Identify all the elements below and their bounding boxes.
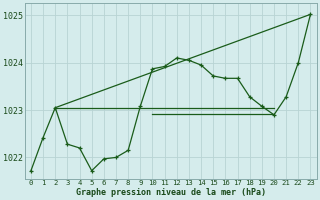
X-axis label: Graphe pression niveau de la mer (hPa): Graphe pression niveau de la mer (hPa)	[76, 188, 266, 197]
